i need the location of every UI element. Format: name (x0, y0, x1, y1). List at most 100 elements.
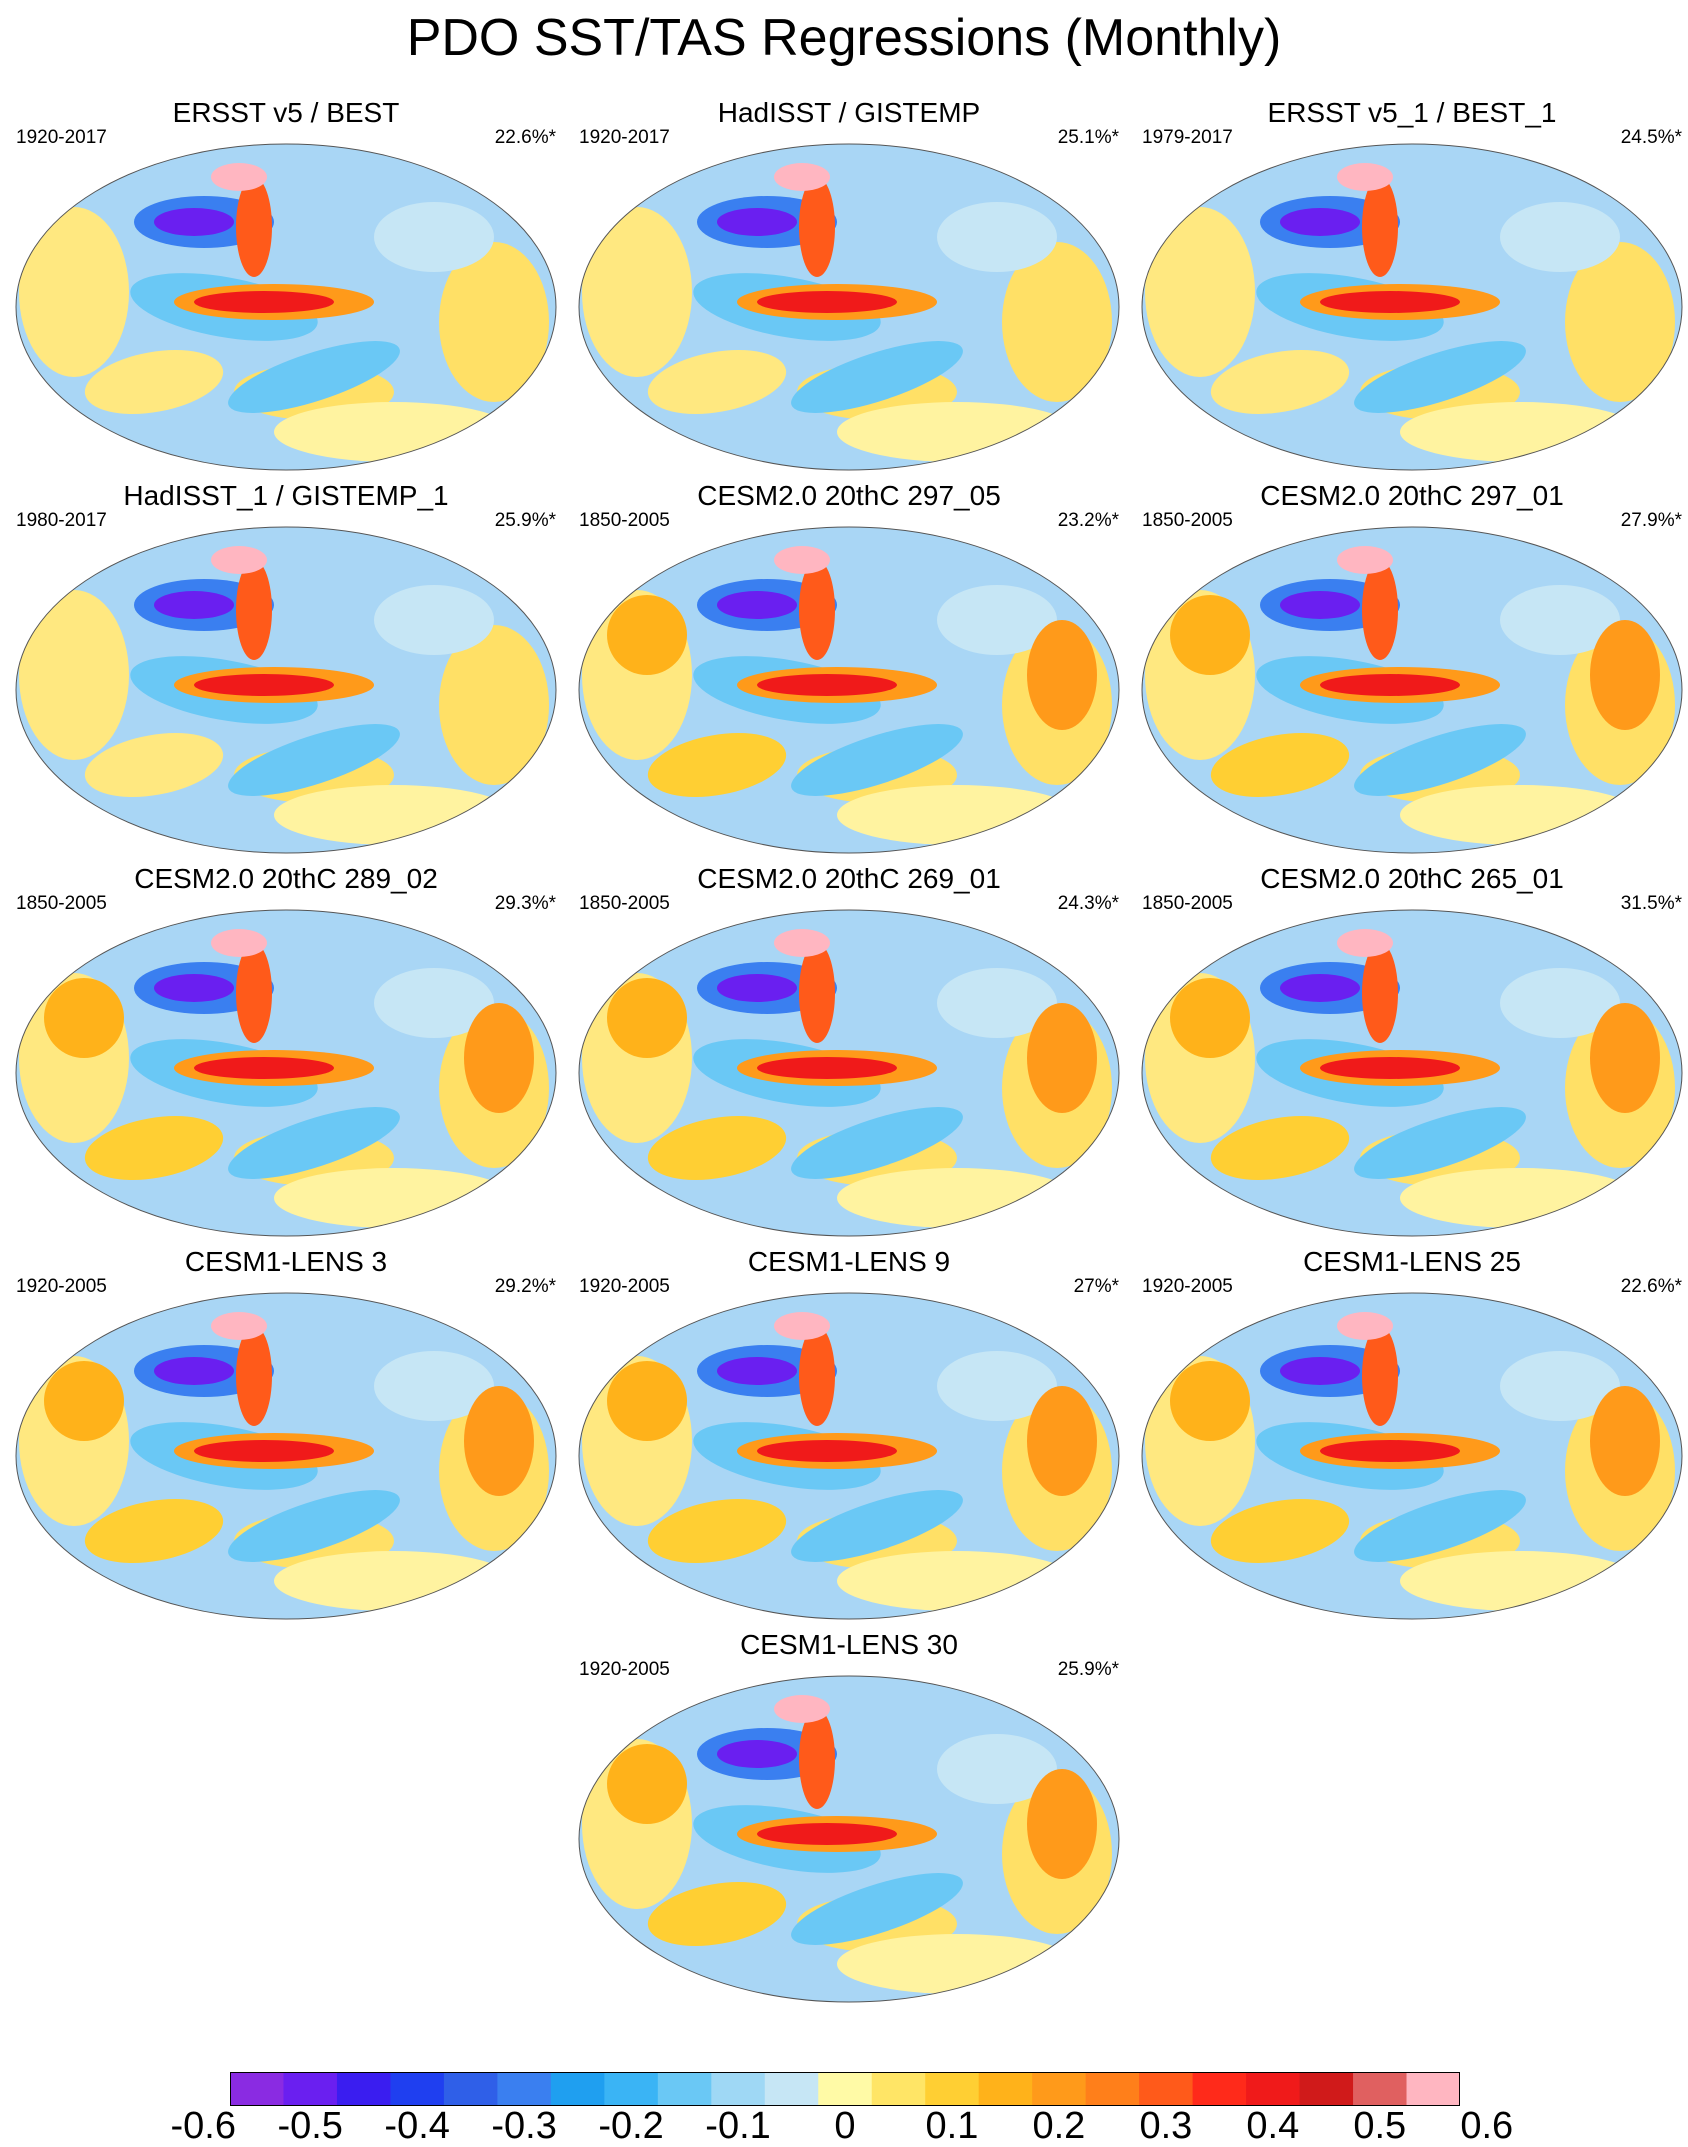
cold-core (1280, 1357, 1360, 1385)
yellow-region (1002, 242, 1112, 402)
cold-core (717, 1740, 797, 1768)
map-outline (1141, 143, 1683, 471)
colorbar-swatch (390, 2072, 445, 2106)
alaska-pink (211, 546, 267, 574)
panel-years: 1850-2005 (16, 893, 107, 914)
light-blue-region (1500, 202, 1620, 272)
map-panel: CESM2.0 20thC 297_05 1850-2005 23.2%* (573, 479, 1125, 859)
yellow-region (84, 1499, 224, 1563)
light-blue-region (374, 585, 494, 655)
light-blue-region (1500, 585, 1620, 655)
pdo-regression-map (1141, 909, 1683, 1237)
map-panel: CESM2.0 20thC 297_01 1850-2005 27.9%* (1136, 479, 1688, 859)
colorbar-swatch (1353, 2072, 1408, 2106)
map-panel: HadISST_1 / GISTEMP_1 1980-2017 25.9%* (10, 479, 562, 859)
panel-years: 1920-2017 (579, 127, 670, 148)
map-outline (15, 1292, 557, 1620)
cold-core (1280, 974, 1360, 1002)
colorbar-swatch (1139, 2072, 1194, 2106)
orange-region (464, 1003, 534, 1113)
colorbar-tick-label: -0.2 (598, 2105, 664, 2147)
map-panel: CESM2.0 20thC 265_01 1850-2005 31.5%* (1136, 862, 1688, 1242)
pdo-regression-map (1141, 526, 1683, 854)
warm-tongue-core (757, 1823, 897, 1845)
cold-core (154, 208, 234, 236)
orange-region (1027, 1386, 1097, 1496)
cool-band (791, 1490, 963, 1562)
colorbar-frame (230, 2072, 1460, 2106)
map-outline (578, 909, 1120, 1237)
cool-band (791, 1873, 963, 1945)
colorbar-tick-label: 0.1 (925, 2105, 979, 2147)
colorbar-swatch (978, 2072, 1033, 2106)
colorbar-swatch (497, 2072, 552, 2106)
colorbar-swatch (764, 2072, 819, 2106)
panel-years: 1850-2005 (579, 893, 670, 914)
pdo-regression-map (15, 1292, 557, 1620)
warm-tongue-core (1320, 1057, 1460, 1079)
warm-tongue-core (1320, 1440, 1460, 1462)
orange-region (1170, 595, 1250, 675)
panel-years: 1850-2005 (579, 510, 670, 531)
warm-tongue-core (757, 1057, 897, 1079)
panel-variance-percent: 25.9%* (1057, 1659, 1119, 1680)
panel-years: 1850-2005 (1142, 893, 1233, 914)
yellow-region (837, 1934, 1077, 1994)
warm-coast (1362, 943, 1398, 1043)
panel-title: CESM2.0 20thC 269_01 (697, 863, 1001, 894)
orange-region (1027, 620, 1097, 730)
colorbar-swatch (657, 2072, 712, 2106)
map-panel: CESM1-LENS 30 1920-2005 25.9%* (573, 1628, 1125, 2008)
alaska-pink (211, 929, 267, 957)
cool-band (1354, 1490, 1526, 1562)
warm-tongue-core (1320, 674, 1460, 696)
panel-years: 1979-2017 (1142, 127, 1233, 148)
orange-region (607, 1744, 687, 1824)
warm-tongue-core (757, 674, 897, 696)
yellow-region (1565, 242, 1675, 402)
yellow-region (1210, 733, 1350, 797)
cold-core (717, 591, 797, 619)
panel-years: 1920-2005 (579, 1276, 670, 1297)
warm-coast (799, 177, 835, 277)
panel-title: CESM1-LENS 25 (1303, 1246, 1521, 1277)
map-panel: CESM1-LENS 9 1920-2005 27%* (573, 1245, 1125, 1625)
orange-region (1027, 1003, 1097, 1113)
panel-title: CESM2.0 20thC 265_01 (1260, 863, 1564, 894)
map-panel: CESM2.0 20thC 269_01 1850-2005 24.3%* (573, 862, 1125, 1242)
map-panel: CESM1-LENS 3 1920-2005 29.2%* (10, 1245, 562, 1625)
panel-title: HadISST_1 / GISTEMP_1 (123, 480, 449, 511)
light-blue-region (937, 202, 1057, 272)
panel-title: HadISST / GISTEMP (717, 97, 981, 128)
pdo-regression-map (578, 143, 1120, 471)
warm-tongue-core (1320, 291, 1460, 313)
yellow-region (837, 1168, 1077, 1228)
panel-title: CESM1-LENS 3 (184, 1246, 388, 1277)
yellow-region (274, 402, 514, 462)
cold-core (154, 591, 234, 619)
map-outline (15, 526, 557, 854)
pdo-regression-map (15, 526, 557, 854)
light-blue-region (1500, 968, 1620, 1038)
yellow-region (1210, 1116, 1350, 1180)
pdo-regression-map (578, 909, 1120, 1237)
warm-coast (799, 943, 835, 1043)
colorbar-tick-label: -0.1 (705, 2105, 771, 2147)
alaska-pink (211, 163, 267, 191)
orange-region (1590, 620, 1660, 730)
colorbar-swatch (1192, 2072, 1247, 2106)
light-blue-region (374, 202, 494, 272)
yellow-region (1210, 1499, 1350, 1563)
cold-core (717, 1357, 797, 1385)
cool-band (228, 1107, 400, 1179)
alaska-pink (1337, 546, 1393, 574)
panel-variance-percent: 22.6%* (494, 127, 556, 148)
colorbar-swatch (550, 2072, 605, 2106)
panel-variance-percent: 24.3%* (1057, 893, 1119, 914)
map-panel: ERSST v5_1 / BEST_1 1979-2017 24.5%* (1136, 96, 1688, 476)
panel-title: CESM2.0 20thC 297_05 (697, 480, 1001, 511)
alaska-pink (774, 929, 830, 957)
cool-band (228, 724, 400, 796)
cool-band (1354, 1107, 1526, 1179)
panel-years: 1920-2005 (579, 1659, 670, 1680)
